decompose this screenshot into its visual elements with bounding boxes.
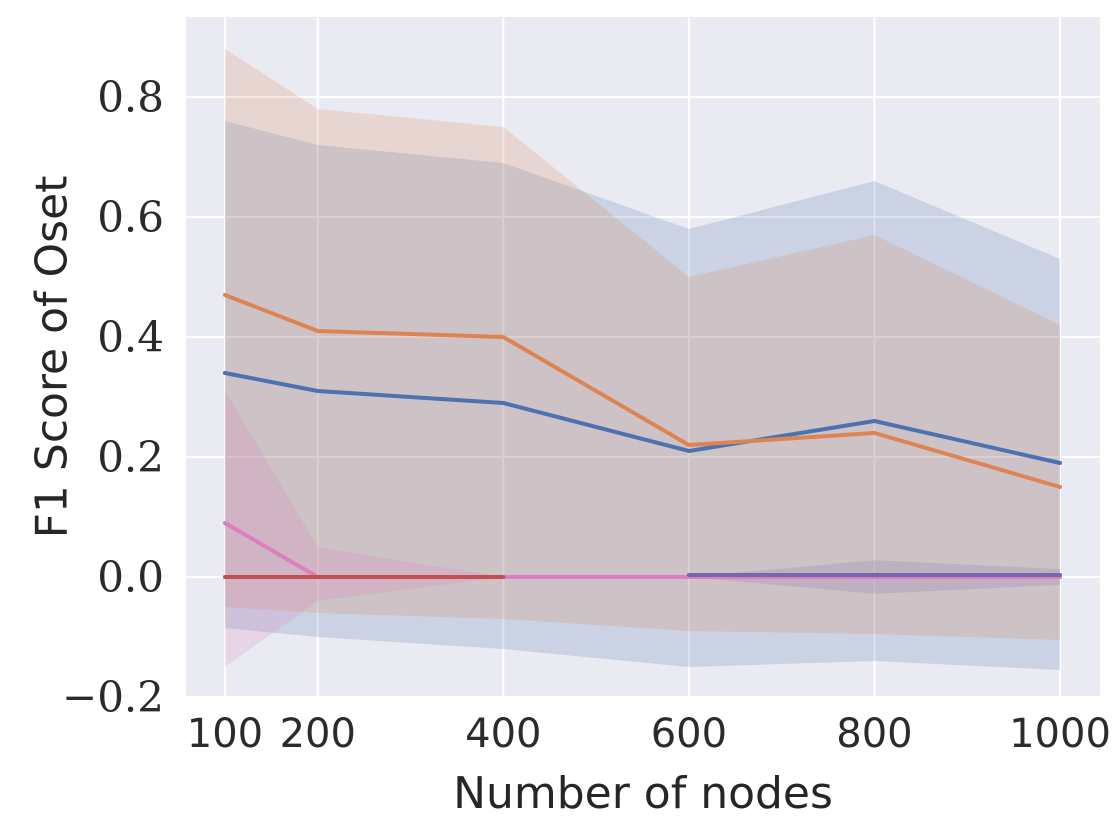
x-tick-label: 800 — [836, 711, 913, 757]
x-tick-label: 200 — [279, 711, 356, 757]
x-tick-label: 100 — [186, 711, 264, 757]
y-tick-label: 0.0 — [97, 552, 164, 602]
x-tick-label: 1000 — [1009, 711, 1111, 757]
x-tick-label: 400 — [465, 711, 542, 757]
y-axis-label: F1 Score of Oset — [26, 175, 78, 539]
orange-series-band — [224, 48, 1061, 640]
blue-series-band — [224, 120, 1061, 670]
y-tick-label: 0.4 — [97, 312, 164, 362]
plot-area — [186, 17, 1100, 697]
y-tick-label: 0.8 — [97, 72, 164, 122]
x-axis-label: Number of nodes — [453, 768, 833, 819]
y-tick-label: 0.2 — [97, 432, 164, 482]
chart-canvas — [186, 17, 1100, 697]
y-tick-label: 0.6 — [97, 192, 164, 242]
blue-series-line — [222, 370, 1063, 465]
y-tick-label: −0.2 — [62, 672, 164, 722]
orange-series-line — [222, 292, 1063, 489]
x-tick-label: 600 — [650, 711, 728, 757]
